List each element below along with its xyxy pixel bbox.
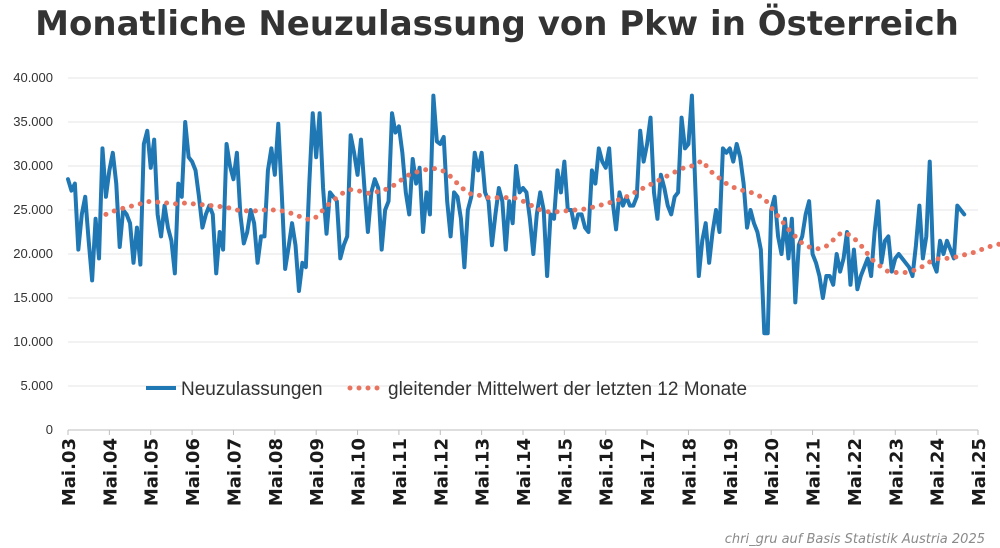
x-tick-label: Mai.11 xyxy=(390,438,411,506)
x-tick-label: Mai.17 xyxy=(638,438,659,506)
x-axis-tick-labels: Mai.03 Mai.04 Mai.05 Mai.06 Mai.07 Mai.08 Mai.… xyxy=(59,430,990,506)
x-tick-label: Mai.25 xyxy=(969,438,990,506)
x-tick-label: Mai.24 xyxy=(928,438,949,506)
x-tick-label: Mai.07 xyxy=(224,438,245,506)
x-tick-label: Mai.22 xyxy=(845,438,866,506)
x-tick-label: Mai.09 xyxy=(307,438,328,506)
x-tick-label: Mai.03 xyxy=(59,438,80,506)
y-tick-label: 25.000 xyxy=(13,202,53,217)
x-tick-label: Mai.18 xyxy=(679,438,700,506)
y-tick-label: 20.000 xyxy=(13,246,53,261)
data-series xyxy=(66,93,1000,336)
y-tick-label: 15.000 xyxy=(13,290,53,305)
legend-label-moving-average: gleitender Mittelwert der letzten 12 Mon… xyxy=(388,379,747,400)
y-tick-label: 30.000 xyxy=(13,158,53,173)
y-tick-label: 0 xyxy=(46,422,53,437)
y-tick-label: 10.000 xyxy=(13,334,53,349)
x-tick-label: Mai.05 xyxy=(142,438,163,506)
x-tick-label: Mai.16 xyxy=(597,438,618,506)
x-tick-label: Mai.06 xyxy=(183,438,204,506)
series-line-moving-average xyxy=(103,157,1000,275)
y-tick-label: 5.000 xyxy=(20,378,53,393)
x-tick-label: Mai.23 xyxy=(886,438,907,506)
series-line-registrations xyxy=(66,93,967,336)
y-tick-label: 40.000 xyxy=(13,70,53,85)
x-tick-label: Mai.12 xyxy=(431,438,452,506)
source-credit: chri_gru auf Basis Statistik Austria 202… xyxy=(725,532,985,547)
gridlines xyxy=(68,77,978,431)
x-tick-label: Mai.08 xyxy=(266,438,287,506)
y-axis-tick-labels: 0 5.000 10.000 15.000 20.000 25.000 30.000 35.0… xyxy=(13,70,53,437)
x-tick-label: Mai.14 xyxy=(514,438,535,506)
x-tick-label: Mai.10 xyxy=(349,438,370,506)
x-tick-label: Mai.13 xyxy=(473,438,494,506)
x-tick-label: Mai.21 xyxy=(804,438,825,506)
legend: Neuzulassungen gleitender Mittelwert der … xyxy=(146,379,747,400)
legend-label-registrations: Neuzulassungen xyxy=(181,379,323,400)
x-tick-label: Mai.19 xyxy=(721,438,742,506)
chart-title: Monatliche Neuzulassung von Pkw in Öster… xyxy=(35,3,959,44)
x-tick-label: Mai.04 xyxy=(100,438,121,506)
y-tick-label: 35.000 xyxy=(13,114,53,129)
x-tick-label: Mai.20 xyxy=(762,438,783,506)
x-tick-label: Mai.15 xyxy=(555,438,576,506)
